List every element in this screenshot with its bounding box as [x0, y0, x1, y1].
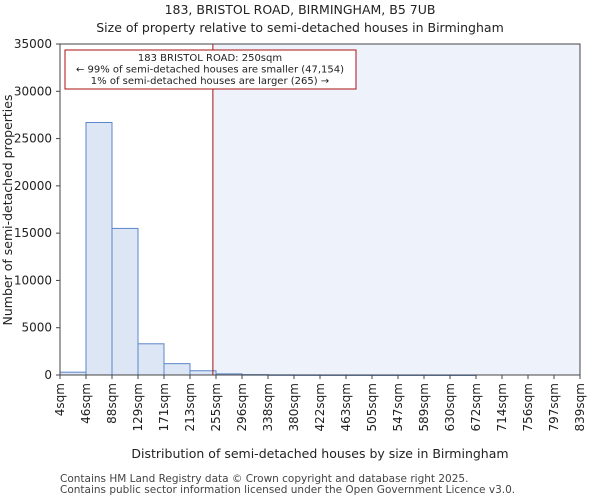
annotation-line3: 1% of semi-detached houses are larger (2…: [91, 76, 329, 87]
x-tick-label: 296sqm: [235, 383, 249, 431]
y-tick-label: 30000: [14, 84, 52, 98]
bar-46sqm: [85, 121, 113, 376]
chart-title-line2: Size of property relative to semi-detach…: [96, 20, 504, 35]
x-tick-label: 630sqm: [443, 383, 457, 431]
annotation-box: 183 BRISTOL ROAD: 250sqm ← 99% of semi-d…: [64, 49, 357, 90]
x-axis-ticks: 4sqm 46sqm 88sqm 129sqm 171sqm 213sqm 255sqm 29…: [53, 375, 587, 431]
y-tick-label: 15000: [14, 226, 52, 240]
y-axis-label: Number of semi-detached properties: [0, 95, 15, 326]
highlight-region: [212, 44, 580, 375]
y-tick-label: 20000: [14, 179, 52, 193]
x-tick-label: 714sqm: [495, 383, 509, 431]
x-tick-label: 338sqm: [261, 383, 275, 431]
x-tick-label: 255sqm: [209, 383, 223, 431]
footer-credit-line2: Contains public sector information licen…: [60, 484, 516, 496]
x-tick-label: 463sqm: [339, 383, 353, 431]
x-tick-label: 839sqm: [573, 383, 587, 431]
annotation-line1: 183 BRISTOL ROAD: 250sqm: [138, 53, 282, 64]
bar-213sqm: [189, 370, 217, 376]
x-tick-label: 4sqm: [53, 383, 67, 416]
y-tick-label: 25000: [14, 132, 52, 146]
footer-credit-line1: Contains HM Land Registry data © Crown c…: [60, 473, 469, 485]
x-tick-label: 797sqm: [547, 383, 561, 431]
x-tick-label: 129sqm: [131, 383, 145, 431]
chart-title-line1: 183, BRISTOL ROAD, BIRMINGHAM, B5 7UB: [165, 2, 436, 17]
x-tick-label: 46sqm: [79, 383, 93, 424]
annotation-line2: ← 99% of semi-detached houses are smalle…: [76, 65, 344, 76]
x-tick-label: 213sqm: [183, 383, 197, 431]
bar-171sqm: [163, 363, 191, 376]
x-tick-label: 589sqm: [417, 383, 431, 431]
x-tick-label: 171sqm: [157, 383, 171, 431]
x-tick-label: 422sqm: [313, 383, 327, 431]
x-tick-label: 547sqm: [391, 383, 405, 431]
x-axis-label: Distribution of semi-detached houses by …: [131, 446, 508, 461]
y-tick-label: 35000: [14, 37, 52, 51]
bar-88sqm: [111, 227, 139, 376]
x-tick-label: 756sqm: [521, 383, 535, 431]
y-tick-label: 5000: [21, 321, 52, 335]
x-tick-label: 505sqm: [365, 383, 379, 431]
bar-129sqm: [137, 343, 165, 376]
x-tick-label: 672sqm: [469, 383, 483, 431]
y-axis-ticks: 0 5000 10000 15000 20000 25000 30000 35000: [14, 37, 60, 382]
y-tick-label: 0: [44, 368, 52, 382]
x-tick-label: 88sqm: [105, 383, 119, 424]
y-tick-label: 10000: [14, 273, 52, 287]
annotation-frame: [64, 49, 357, 90]
x-tick-label: 380sqm: [287, 383, 301, 431]
